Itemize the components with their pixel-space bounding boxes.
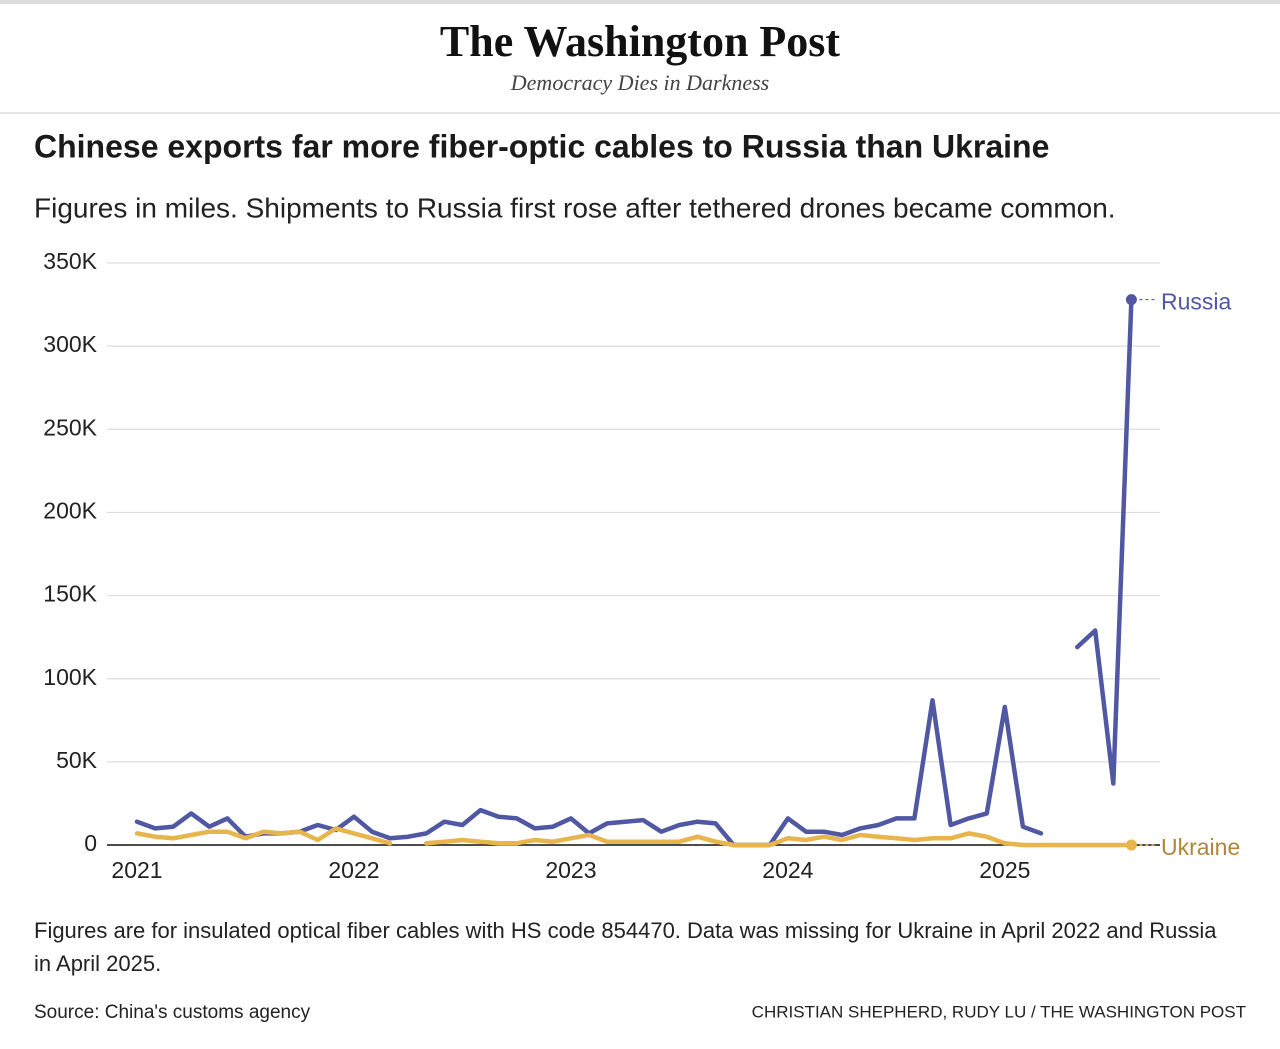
y-tick-label: 350K <box>43 248 97 274</box>
chart-note: Figures are for insulated optical fiber … <box>34 918 1217 976</box>
chart-subtitle: Figures in miles. Shipments to Russia fi… <box>34 192 1116 223</box>
top-border <box>0 0 1280 4</box>
end-dot <box>1125 294 1137 306</box>
x-tick-label: 2024 <box>762 857 813 883</box>
y-tick-label: 0 <box>84 830 97 856</box>
source: Source: China's customs agency <box>34 1002 311 1023</box>
x-tick-label: 2023 <box>545 857 596 883</box>
plot: 0 50K 100K 150K 200K 250K 300K 350K 2021 2022 2023… <box>43 248 1240 883</box>
series-label: Russia <box>1161 289 1232 315</box>
chart-title: Chinese exports far more fiber-optic cab… <box>34 128 1049 164</box>
series-line <box>134 297 1134 848</box>
y-tick-label: 50K <box>56 747 98 773</box>
y-tick-label: 200K <box>43 498 97 524</box>
x-tick-label: 2025 <box>979 857 1030 883</box>
y-tick-label: 150K <box>43 581 97 607</box>
y-tick-label: 100K <box>43 664 97 690</box>
tagline: Democracy Dies in Darkness <box>510 70 769 95</box>
series-label: Ukraine <box>1161 834 1240 860</box>
x-tick-label: 2022 <box>328 857 379 883</box>
series-line <box>134 826 1134 848</box>
credit: CHRISTIAN SHEPHERD, RUDY LU / THE WASHIN… <box>752 1002 1246 1021</box>
y-tick-label: 300K <box>43 331 97 357</box>
y-tick-label: 250K <box>43 414 97 440</box>
end-dot <box>1125 839 1137 851</box>
logo: The Washington Post <box>440 17 841 66</box>
note-box: Figures are for insulated optical fiber … <box>34 918 1217 976</box>
x-tick-label: 2021 <box>111 857 162 883</box>
